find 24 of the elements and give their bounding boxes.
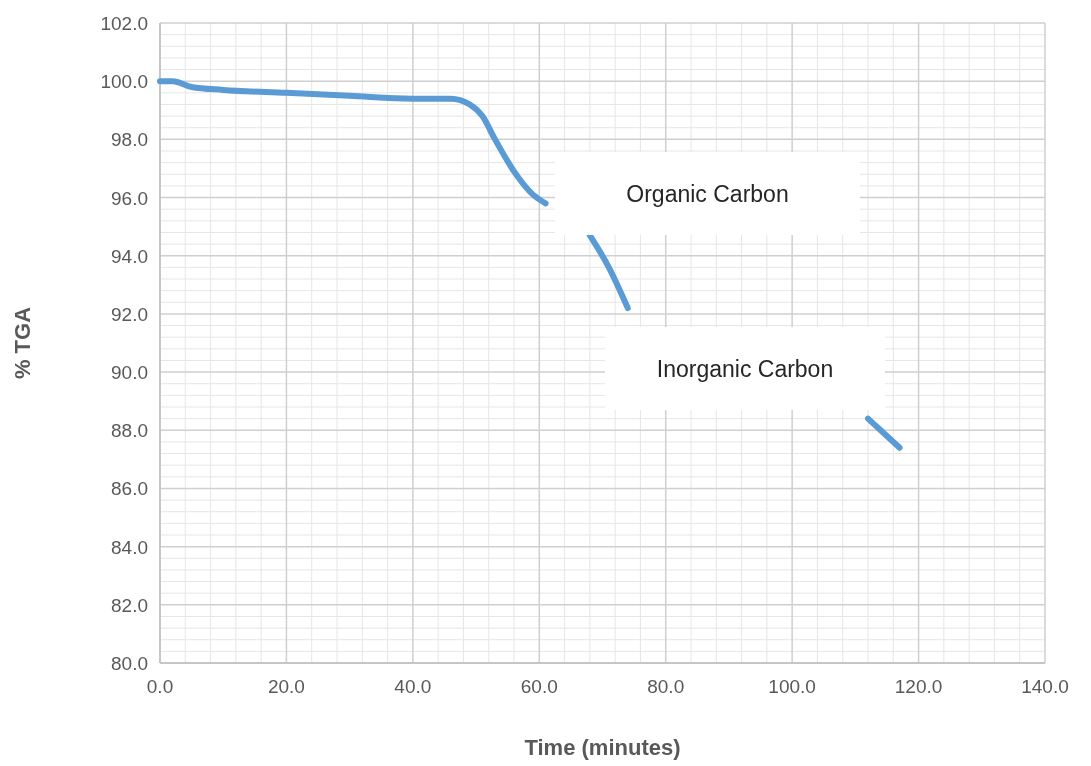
y-tick-label: 92.0 [111, 303, 148, 325]
y-tick-label: 82.0 [111, 594, 148, 616]
y-tick-label: 102.0 [100, 13, 148, 34]
x-tick-label: 140.0 [1021, 676, 1069, 697]
x-tick-label: 60.0 [520, 676, 558, 697]
x-tick-label: 120.0 [894, 676, 943, 697]
x-tick-label: 20.0 [267, 676, 305, 697]
x-tick-label: 80.0 [647, 676, 685, 697]
annotation: Organic Carbon [626, 180, 789, 207]
x-tick-label: 40.0 [394, 676, 432, 697]
annotation: Inorganic Carbon [656, 355, 834, 382]
x-axis-title: Time (minutes) [524, 735, 681, 760]
y-tick-label: 94.0 [111, 245, 148, 267]
x-tick-label: 0.0 [146, 676, 174, 697]
y-tick-label: 96.0 [111, 187, 148, 209]
x-tick-label: 100.0 [768, 676, 816, 697]
y-tick-label: 80.0 [111, 653, 148, 674]
y-axis-title: % TGA [10, 306, 35, 380]
y-tick-label: 100.0 [100, 71, 148, 93]
y-tick-label: 88.0 [111, 420, 148, 442]
y-tick-label: 90.0 [111, 362, 148, 384]
y-tick-label: 86.0 [111, 478, 148, 500]
y-tick-label: 84.0 [111, 536, 148, 558]
y-tick-label: 98.0 [111, 129, 148, 151]
